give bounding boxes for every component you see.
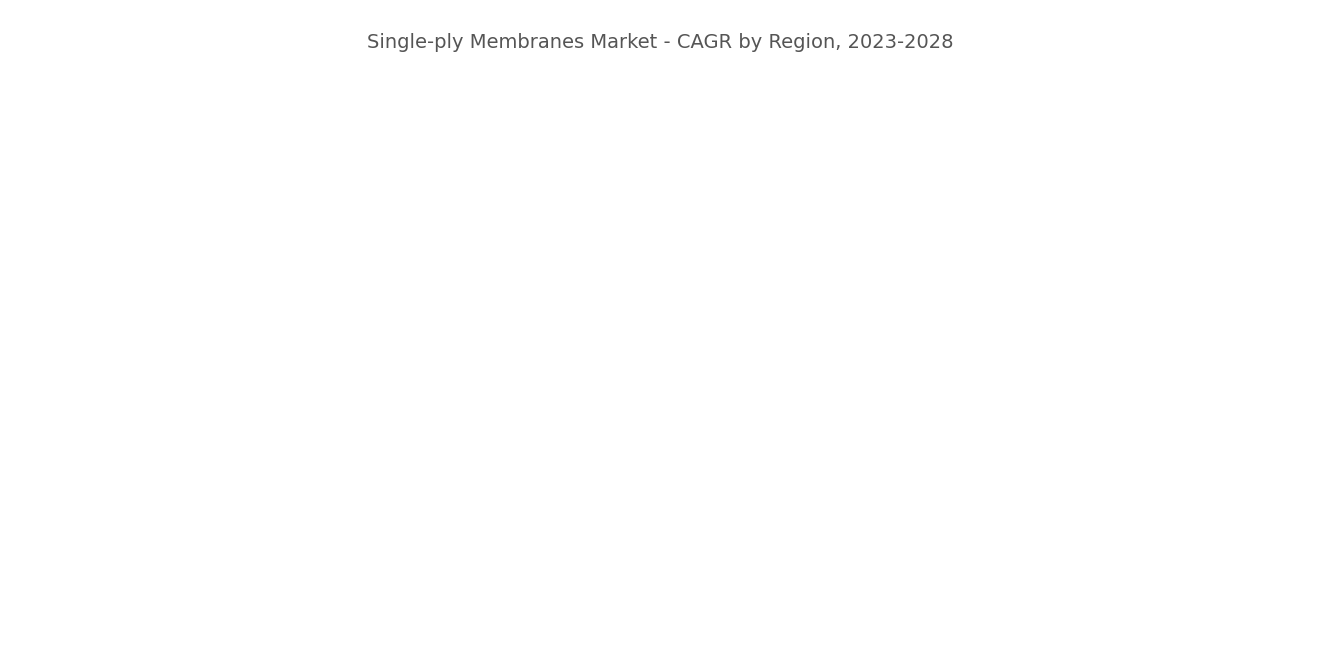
Text: Single-ply Membranes Market - CAGR by Region, 2023-2028: Single-ply Membranes Market - CAGR by Re… <box>367 33 953 53</box>
